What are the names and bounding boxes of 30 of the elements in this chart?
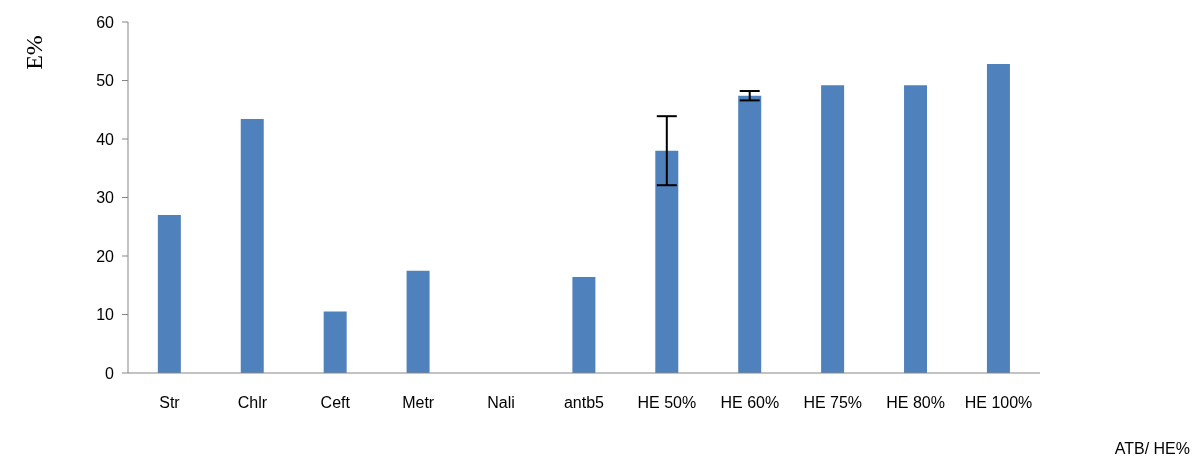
y-tick-label: 20 bbox=[96, 247, 115, 265]
x-tick-label: HE 100% bbox=[964, 394, 1033, 412]
bar bbox=[821, 85, 845, 373]
bar bbox=[904, 85, 928, 373]
bar bbox=[986, 64, 1010, 373]
y-tick-label: 10 bbox=[96, 306, 115, 324]
bar bbox=[738, 95, 762, 373]
y-tick-label: 0 bbox=[105, 364, 115, 382]
x-tick-label: Str bbox=[159, 394, 181, 412]
y-tick-label: 50 bbox=[96, 72, 115, 90]
bar bbox=[240, 119, 264, 373]
x-tick-label: HE 60% bbox=[720, 394, 780, 412]
text: ATB/ HE% bbox=[1114, 440, 1190, 458]
x-tick-label: Chlr bbox=[237, 394, 268, 412]
bar bbox=[406, 270, 430, 373]
bar bbox=[323, 311, 347, 373]
bar bbox=[572, 277, 596, 373]
y-axis-title: E% bbox=[20, 34, 48, 70]
bar bbox=[157, 215, 181, 373]
bar bbox=[655, 150, 679, 373]
y-tick-label: 60 bbox=[96, 13, 115, 31]
y-tick-label: 30 bbox=[96, 189, 115, 207]
x-tick-label: HE 50% bbox=[637, 394, 697, 412]
x-tick-label: HE 80% bbox=[886, 394, 945, 412]
x-tick-label: Metr bbox=[402, 394, 435, 412]
x-tick-label: Ceft bbox=[320, 394, 351, 412]
x-tick-label: antb5 bbox=[563, 394, 605, 412]
y-tick-label: 40 bbox=[96, 130, 115, 148]
x-tick-label: Nali bbox=[487, 394, 515, 412]
x-tick-label: HE 75% bbox=[803, 394, 863, 412]
